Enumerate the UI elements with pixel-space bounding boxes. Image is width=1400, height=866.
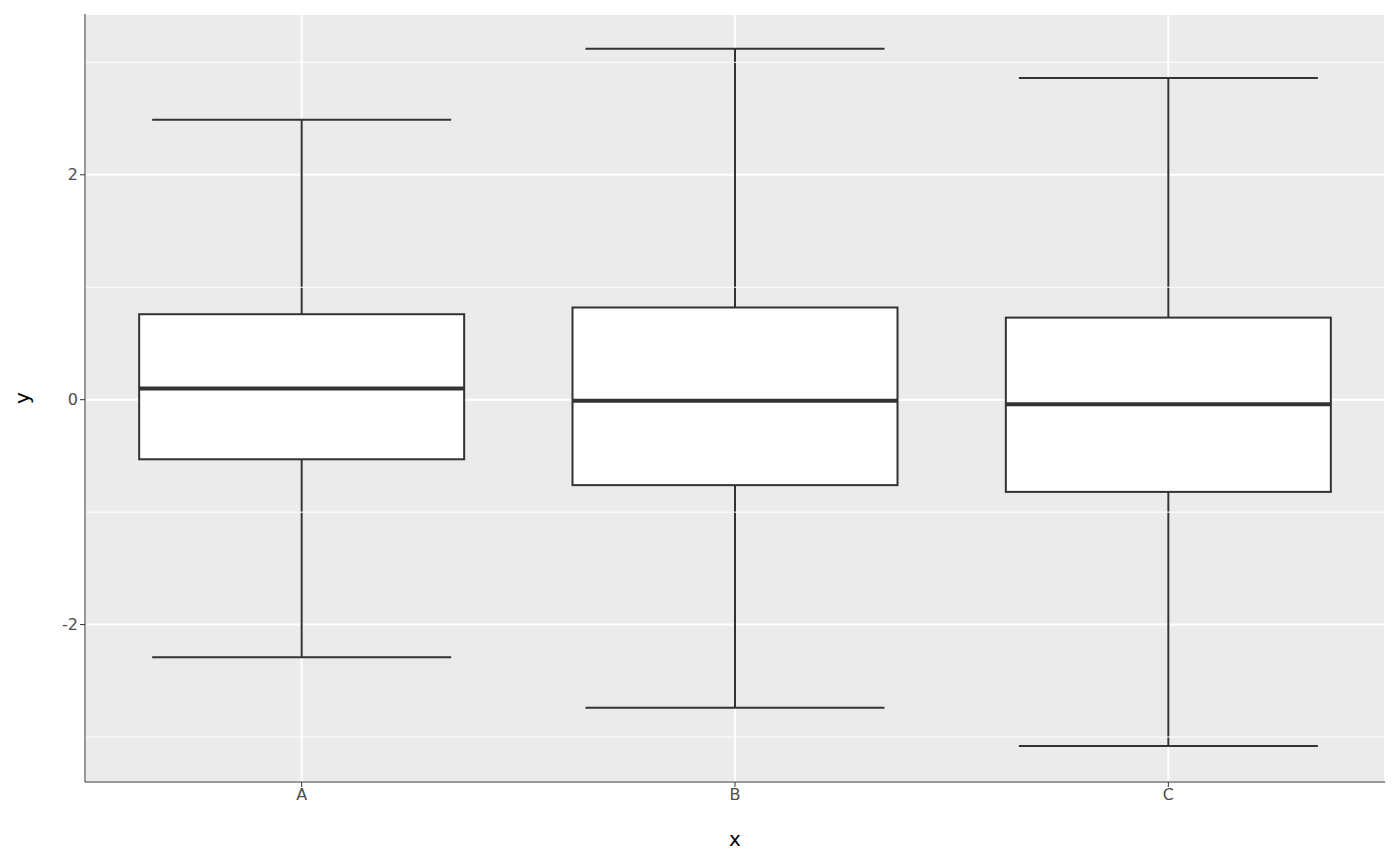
svg-text:y: y <box>10 392 34 404</box>
svg-text:2: 2 <box>68 165 78 184</box>
svg-text:-2: -2 <box>62 615 78 634</box>
svg-text:C: C <box>1163 785 1174 804</box>
svg-text:x: x <box>729 827 741 851</box>
svg-text:B: B <box>730 785 741 804</box>
svg-text:A: A <box>296 785 307 804</box>
svg-text:0: 0 <box>68 390 78 409</box>
